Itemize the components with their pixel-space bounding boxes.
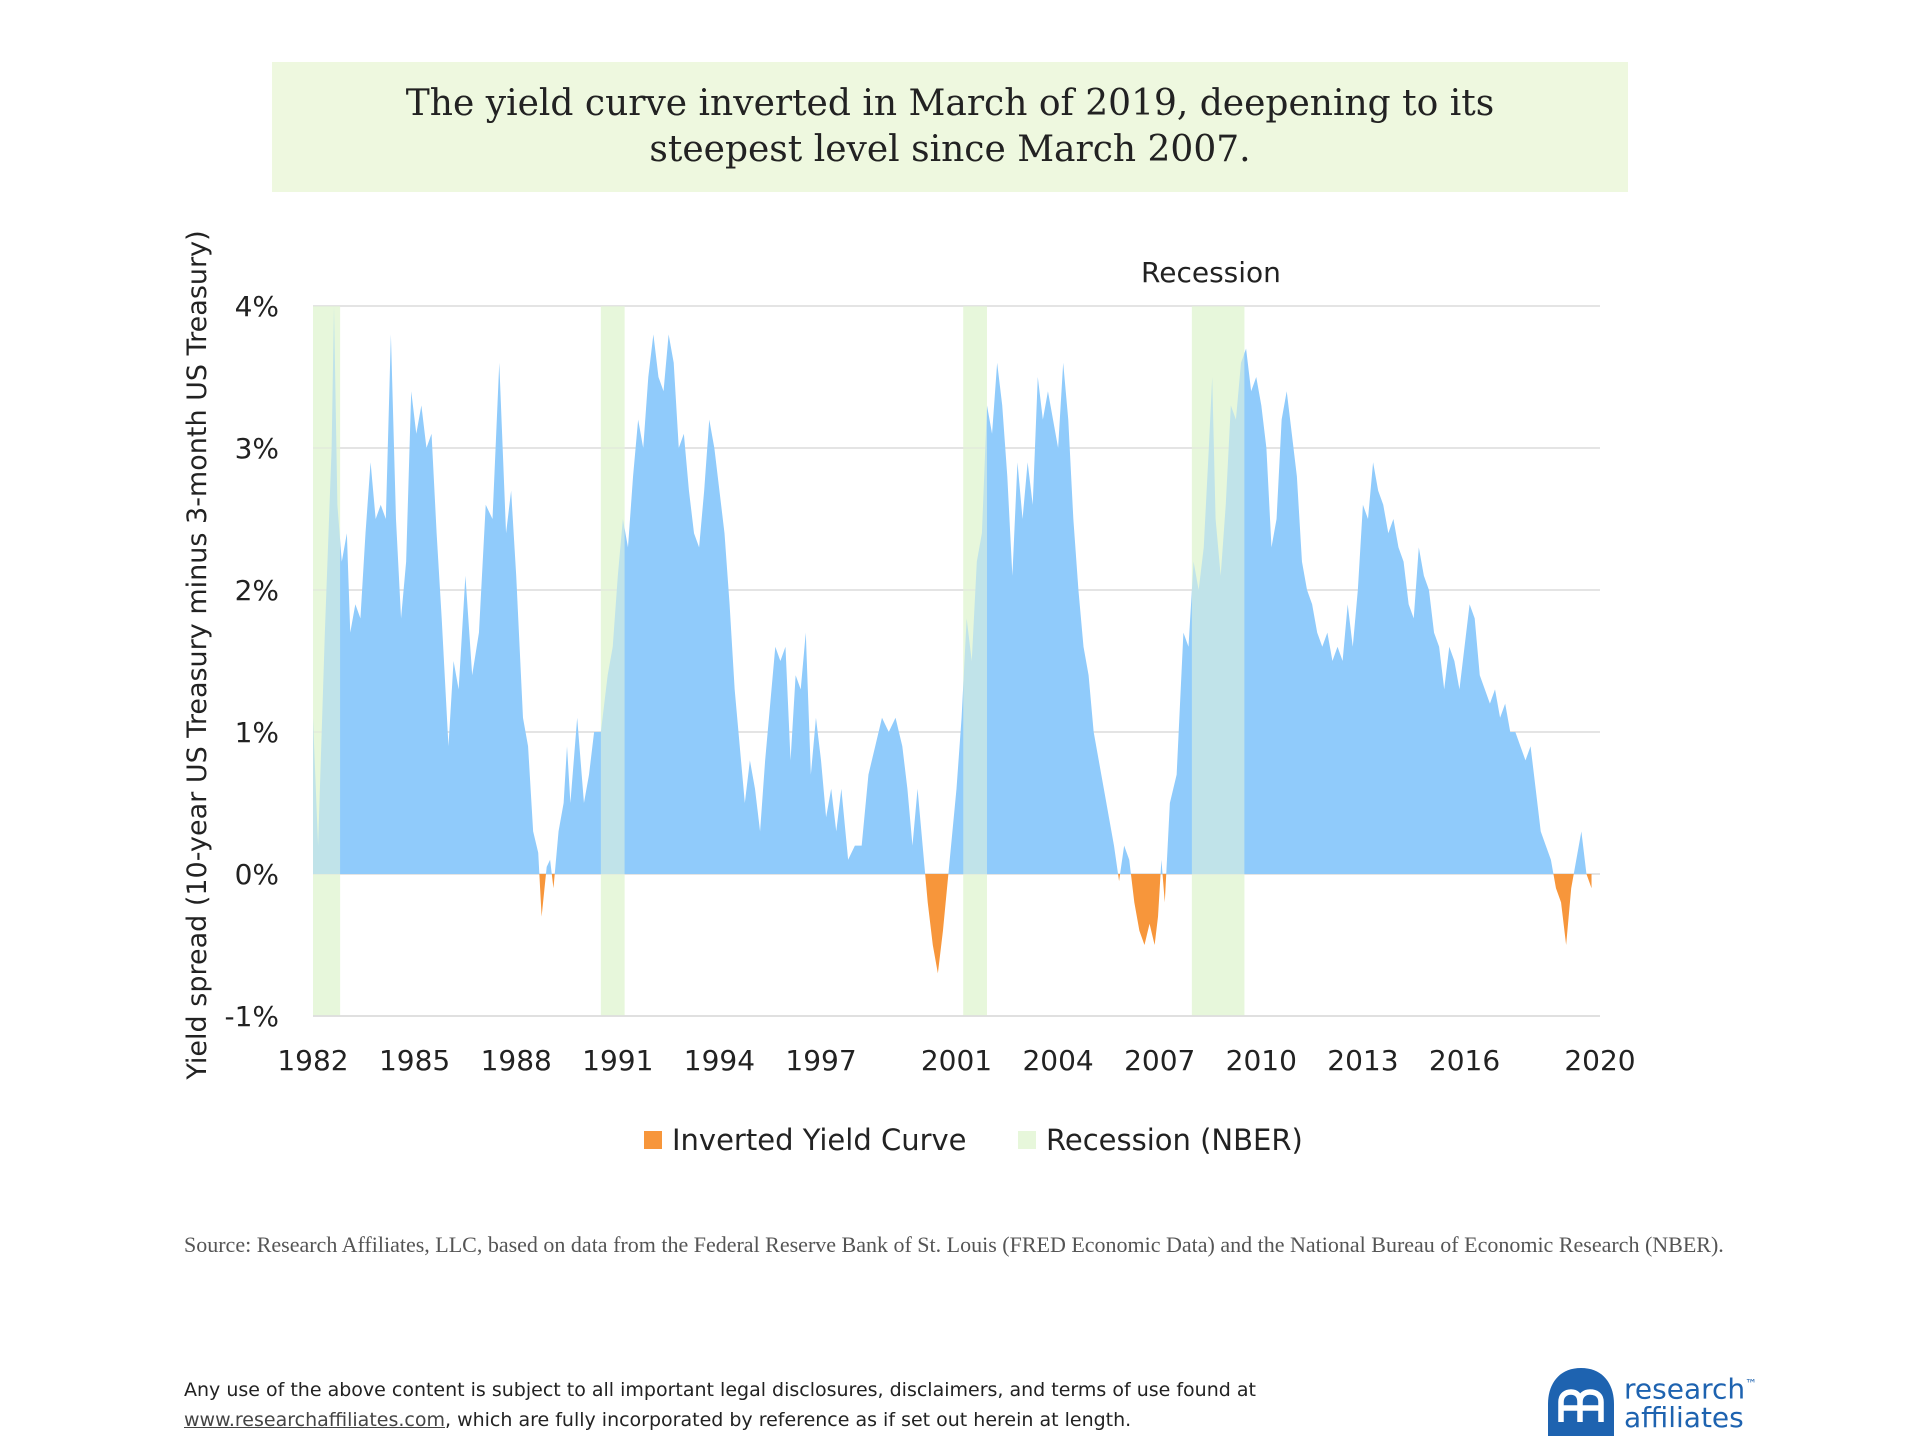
chart-title-line1: The yield curve inverted in March of 201… xyxy=(405,83,1495,124)
disclaimer-text: Any use of the above content is subject … xyxy=(184,1379,1256,1401)
legend-label-recession: Recession (NBER) xyxy=(1046,1123,1303,1157)
ra-monogram-icon xyxy=(1548,1368,1614,1436)
x-tick-label: 1991 xyxy=(582,1044,653,1077)
x-tick-label: 2013 xyxy=(1327,1044,1398,1077)
x-tick-label: 1985 xyxy=(379,1044,450,1077)
x-tick-label: 2004 xyxy=(1022,1044,1093,1077)
recession-overlay xyxy=(1191,306,1245,1016)
logo-wordmark: research™ affiliates xyxy=(1624,1370,1757,1431)
disclaimer-suffix: , which are fully incorporated by refere… xyxy=(444,1409,1132,1431)
x-axis: 1982 1985 1988 1991 1994 1997 2001 2004 2007 2010… xyxy=(277,1044,1635,1077)
spread-area-positive xyxy=(313,306,1592,874)
legend-swatch-recession xyxy=(1018,1131,1036,1149)
y-tick-label: 3% xyxy=(235,432,279,465)
chart-title: The yield curve inverted in March of 201… xyxy=(272,62,1628,192)
disclaimer: Any use of the above content is subject … xyxy=(184,1375,1384,1435)
y-tick-label: 0% xyxy=(235,858,279,891)
recession-overlay xyxy=(600,306,625,1016)
disclaimer-link[interactable]: www.researchaffiliates.com xyxy=(184,1409,445,1431)
logo-tm: ™ xyxy=(1745,1377,1758,1392)
x-tick-label: 2016 xyxy=(1429,1044,1500,1077)
source-note: Source: Research Affiliates, LLC, based … xyxy=(184,1232,1724,1257)
spread-area xyxy=(313,306,1600,1017)
yield-spread-chart: 4% 3% 2% 1% 0% -1% 1982 1985 1988 1991 1994 1997 20… xyxy=(182,230,1636,1157)
y-tick-label: 4% xyxy=(235,290,279,323)
recession-overlay xyxy=(313,306,341,1016)
x-tick-label: 1997 xyxy=(785,1044,856,1077)
recession-overlay xyxy=(963,306,987,1016)
company-logo: research™ affiliates xyxy=(1548,1364,1788,1438)
recession-annotation: Recession xyxy=(1141,256,1281,289)
x-tick-label: 2007 xyxy=(1124,1044,1195,1077)
y-tick-label: 2% xyxy=(235,574,279,607)
x-tick-label: 1994 xyxy=(684,1044,755,1077)
logo-line2: affiliates xyxy=(1624,1400,1744,1434)
legend-label-inverted: Inverted Yield Curve xyxy=(672,1123,967,1157)
y-axis: 4% 3% 2% 1% 0% -1% xyxy=(224,290,279,1033)
y-axis-title: Yield spread (10-year US Treasury minus … xyxy=(182,230,213,1080)
x-tick-label: 2001 xyxy=(921,1044,992,1077)
y-tick-label: -1% xyxy=(224,1000,279,1033)
legend-swatch-inverted xyxy=(644,1131,662,1149)
x-tick-label: 1982 xyxy=(277,1044,348,1077)
logo-line1: research xyxy=(1624,1372,1746,1406)
chart-title-line2: steepest level since March 2007. xyxy=(649,129,1251,170)
legend: Inverted Yield Curve Recession (NBER) xyxy=(644,1123,1303,1157)
y-tick-label: 1% xyxy=(235,716,279,749)
x-tick-label: 2010 xyxy=(1226,1044,1297,1077)
x-tick-label: 2020 xyxy=(1564,1044,1635,1077)
x-tick-label: 1988 xyxy=(481,1044,552,1077)
